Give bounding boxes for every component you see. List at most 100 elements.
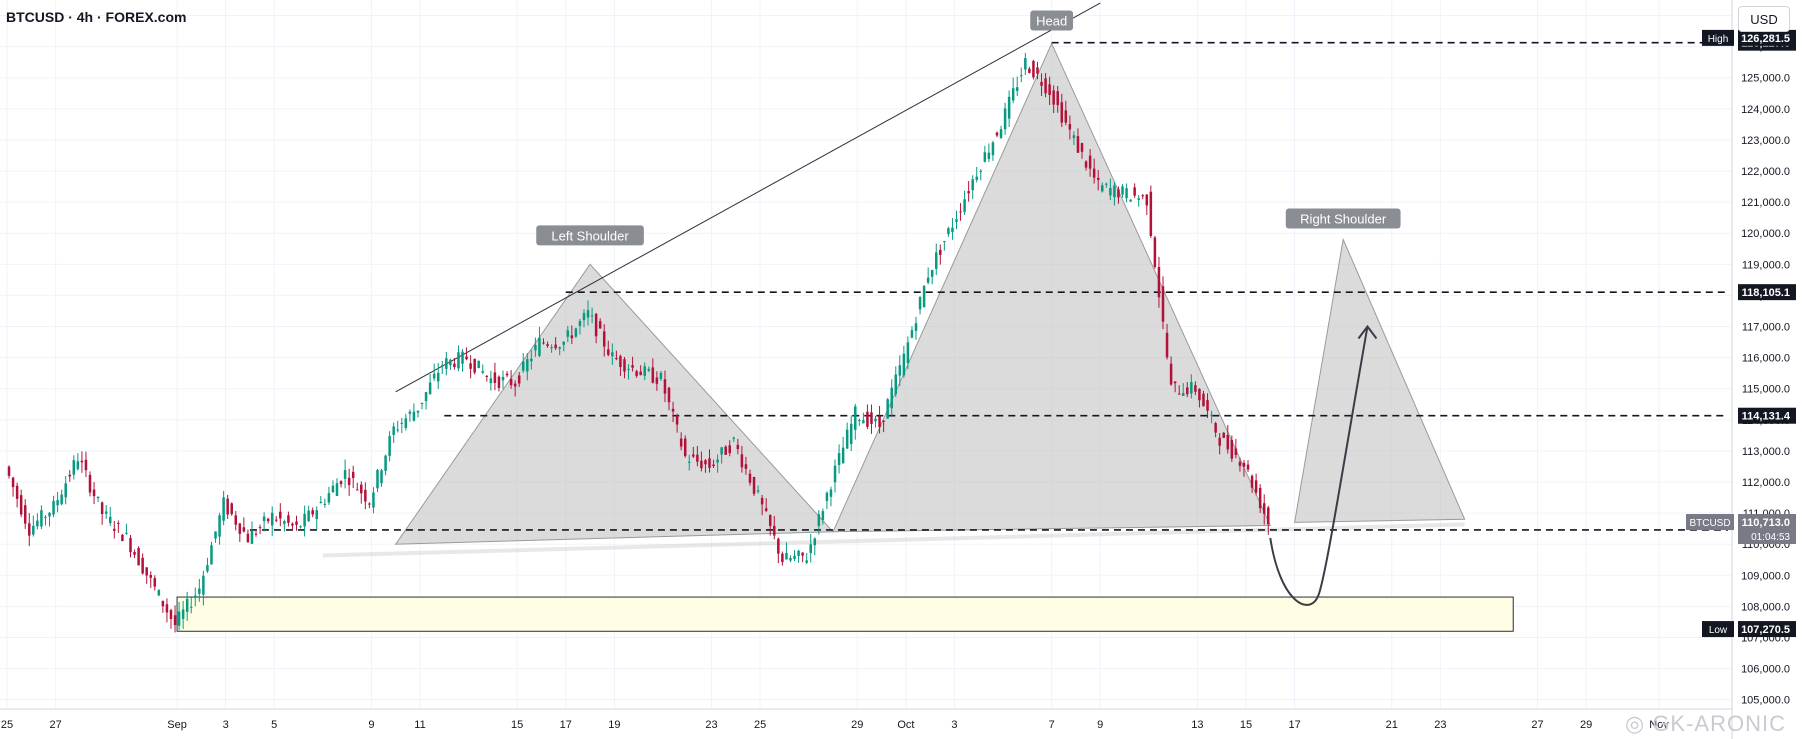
x-tick-label: 25 [1,719,13,731]
candle-body [773,525,776,536]
candle-body [242,527,246,532]
candle-body [1194,385,1197,392]
candle-body [449,359,452,366]
candle-body [1036,67,1039,74]
price-badges: 126,127.6118,105.1114,131.4110,457.5High… [1686,29,1796,638]
candle-body [631,365,634,368]
candle-body [1242,462,1246,467]
candle-body [19,495,23,515]
candle-body [279,511,282,519]
candle-body [890,387,893,409]
candle-body [764,508,768,511]
candle-body [845,429,849,449]
candle-body [914,323,918,331]
candle-body [392,426,395,435]
candle-body [28,523,31,536]
candle-body [991,142,995,156]
candle-body [400,422,404,424]
candle-body [275,519,278,521]
projection-curve [1269,326,1369,606]
right-shoulder-triangle [1293,237,1466,523]
candle-body [655,377,659,384]
candle-body [663,379,667,394]
projection-arrowhead [1357,324,1378,340]
candle-body [246,533,250,543]
candle-body [700,460,703,469]
candle-body [744,464,748,469]
candle-body [793,555,796,560]
candle-body [858,419,861,421]
candle-body [619,356,622,368]
candle-body [728,445,732,454]
y-tick-label: 113,000.0 [1742,446,1790,458]
candle-body [351,471,355,479]
candle-body [1186,387,1189,395]
candle-body [979,170,983,172]
candle-body [234,515,238,525]
candle-body [473,358,476,373]
time-axis[interactable]: 25 27 Sep 3 5 9 11 15 17 19 23 25 29 Oct 3 7 9 13 15 17 21 23… [0,708,1732,731]
price-line-badge-text: 114,131.4 [1742,411,1791,423]
candle-body [214,531,217,539]
candle-body [983,152,987,162]
candle-body [1109,187,1112,196]
rising-trendline [395,2,1101,393]
candle-body [825,492,829,501]
candle-body [32,525,35,535]
candle-body [7,466,11,476]
candle-body [1129,199,1132,202]
candle-body [323,503,327,505]
candle-body [1181,393,1185,396]
candle-body [651,367,655,383]
candle-body [222,497,225,521]
x-tick-label: 27 [49,719,61,731]
x-tick-label: 17 [1288,719,1300,731]
candle-body [194,595,197,598]
candle-body [92,489,96,497]
candle-body [198,588,201,594]
candle-body [1202,393,1205,407]
candle-body [436,372,440,382]
price-line-badge [1738,284,1796,301]
candle-body [934,252,938,269]
candle-body [1032,60,1035,78]
y-tick-label: 109,000.0 [1741,570,1790,582]
support-zone [176,596,1514,632]
candle-body [513,383,517,387]
candle-body [485,375,489,377]
candle-body [283,521,286,524]
candle-body [121,534,124,542]
candle-body [11,477,15,488]
candle-body [424,392,428,401]
countdown-text: 01:04:53 [1751,532,1790,543]
x-tick-label: 23 [1434,719,1446,731]
candle-body [372,492,375,508]
candle-body [833,465,837,483]
candle-body [104,511,108,514]
candle-body [226,498,229,515]
candle-body [692,454,695,457]
currency-button[interactable]: USD [1738,6,1790,32]
candle-body [635,371,638,376]
candle-body [841,447,845,464]
candle-body [1226,435,1230,450]
candle-body [1141,195,1145,197]
candle-body [477,360,480,369]
candle-body [1072,135,1076,139]
candle-body [335,483,339,496]
candle-body [307,510,310,522]
candle-body [100,502,104,515]
candle-body [1105,183,1108,185]
candle-body [505,373,509,376]
candle-body [987,152,991,160]
candle-body [509,378,513,386]
pattern-label-bg [536,225,644,246]
candle-body [817,514,821,526]
candle-body [1214,423,1217,433]
candle-body [611,352,614,357]
x-tick-label: 29 [1580,719,1592,731]
y-tick-label: 120,000.0 [1741,228,1790,240]
y-tick-label: 115,000.0 [1742,384,1790,396]
candle-body [1117,189,1120,198]
